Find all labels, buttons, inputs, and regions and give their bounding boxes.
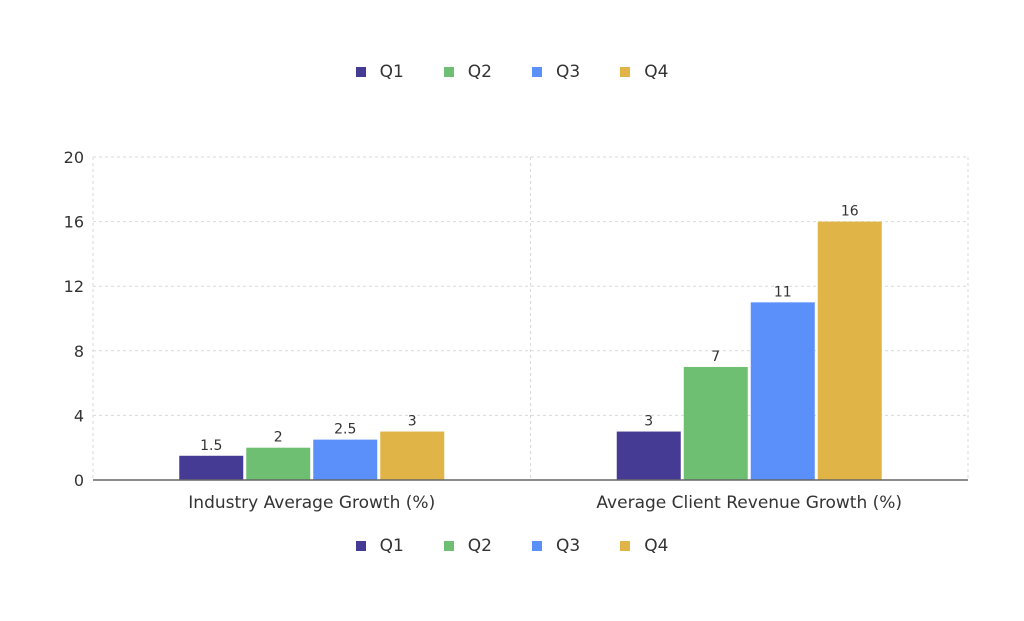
legend-swatch-q4 — [620, 67, 631, 77]
data-label: 16 — [841, 204, 859, 220]
legend-item-q2[interactable]: Q2 — [443, 62, 492, 82]
legend-bottom: Q1 Q2 Q3 Q4 — [0, 536, 1024, 556]
data-label: 7 — [711, 349, 720, 365]
data-label: 3 — [408, 414, 417, 430]
bar-q4 — [380, 431, 445, 480]
legend-label-q1: Q1 — [379, 536, 404, 556]
bar-q1 — [179, 455, 244, 480]
bar-q1 — [616, 431, 681, 480]
bar-q2 — [683, 366, 748, 480]
legend-label-q3: Q3 — [556, 536, 581, 556]
legend-swatch-q1 — [355, 67, 366, 77]
legend-label-q3: Q3 — [556, 62, 581, 82]
bar-q3 — [750, 302, 815, 480]
y-tick-label: 0 — [74, 471, 84, 490]
legend-item-q4[interactable]: Q4 — [620, 62, 668, 82]
legend-item-q2[interactable]: Q2 — [443, 536, 492, 556]
data-label: 11 — [774, 284, 792, 300]
legend-label-q4: Q4 — [644, 536, 669, 556]
y-tick-label: 8 — [74, 342, 84, 361]
data-label: 2 — [274, 430, 283, 446]
y-tick-label: 12 — [64, 277, 84, 296]
legend-item-q3[interactable]: Q3 — [532, 536, 580, 556]
y-tick-label: 20 — [64, 148, 84, 167]
legend-label-q4: Q4 — [644, 62, 669, 82]
data-label: 1.5 — [200, 438, 222, 454]
bar-q2 — [246, 447, 311, 480]
y-tick-label: 16 — [64, 213, 84, 232]
legend-swatch-q2 — [443, 541, 454, 551]
legend-item-q4[interactable]: Q4 — [620, 536, 668, 556]
bar-q3 — [313, 439, 378, 480]
legend-item-q1[interactable]: Q1 — [355, 536, 404, 556]
legend-item-q1[interactable]: Q1 — [355, 62, 404, 82]
legend-swatch-q1 — [355, 541, 366, 551]
legend-top: Q1 Q2 Q3 Q4 — [0, 62, 1024, 82]
bar-q4 — [817, 221, 882, 480]
legend-swatch-q4 — [620, 541, 631, 551]
legend-swatch-q3 — [532, 67, 542, 77]
legend-item-q3[interactable]: Q3 — [532, 62, 580, 82]
legend-swatch-q2 — [443, 67, 454, 77]
x-category-label: Industry Average Growth (%) — [188, 493, 435, 513]
legend-label-q2: Q2 — [467, 536, 492, 556]
y-tick-label: 4 — [74, 406, 84, 425]
data-label: 3 — [644, 414, 653, 430]
data-label: 2.5 — [334, 422, 356, 438]
legend-label-q2: Q2 — [467, 62, 492, 82]
legend-label-q1: Q1 — [379, 62, 404, 82]
x-category-label: Average Client Revenue Growth (%) — [596, 493, 902, 513]
legend-swatch-q3 — [532, 541, 542, 551]
